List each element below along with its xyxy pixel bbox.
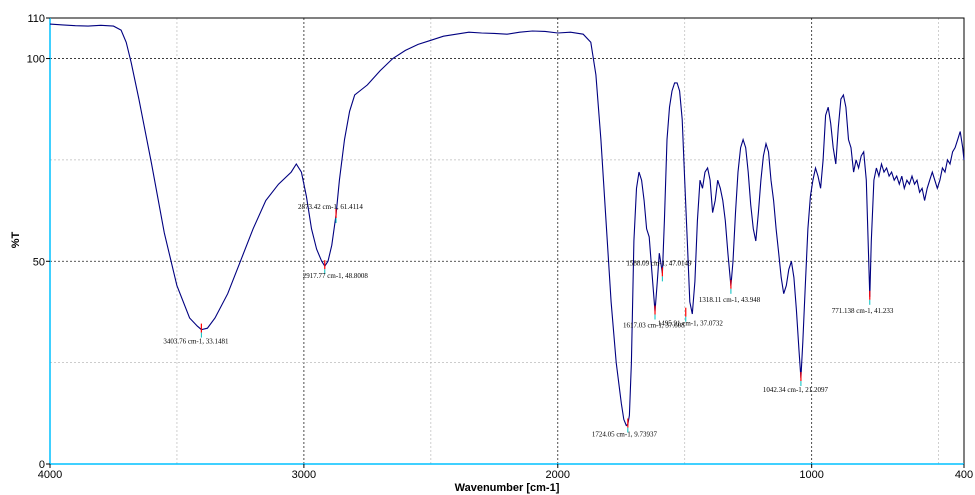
axes — [46, 17, 965, 468]
x-tick-label: 2000 — [546, 469, 570, 481]
x-tick-label: 4000 — [38, 469, 62, 481]
peak-label: 2917.77 cm-1, 48.8008 — [303, 272, 369, 280]
spectrum-line — [49, 23, 965, 427]
y-tick-label: 110 — [27, 13, 45, 25]
x-tick-labels: 4000 3000 2000 1000 400 — [38, 469, 973, 481]
y-tick-label: 0 — [39, 459, 45, 471]
peak-label: 1617.03 cm-1, 37.608 — [623, 322, 685, 330]
peak-label: 2873.42 cm-1, 61.4114 — [298, 203, 363, 211]
peak-label: 1588.09 cm-1, 47.0149 — [626, 259, 692, 267]
peak-label: 3403.76 cm-1, 33.1481 — [163, 338, 229, 346]
peak-label: 771.138 cm-1, 41.233 — [832, 307, 894, 315]
x-axis-label: Wavenumber [cm-1] — [455, 482, 560, 494]
grid — [50, 18, 964, 464]
peak-label: 1724.05 cm-1, 9.73937 — [592, 431, 658, 439]
x-tick-label: 400 — [955, 469, 973, 481]
y-tick-label: 50 — [33, 256, 45, 268]
plot-frame — [49, 17, 965, 465]
peak-label: 1042.34 cm-1, 21.2097 — [763, 386, 829, 394]
y-axis-label: %T — [10, 231, 22, 248]
y-tick-label: 100 — [27, 54, 45, 66]
peak-label: 1495.91 cm-1, 37.0732 — [658, 320, 724, 328]
x-tick-label: 1000 — [799, 469, 823, 481]
peak-annotations: 3403.76 cm-1, 33.1481 2917.77 cm-1, 48.80… — [163, 203, 894, 439]
peak-label: 1318.11 cm-1, 43.948 — [699, 296, 761, 304]
y-tick-labels: 0 50 100 110 — [27, 13, 45, 471]
x-tick-label: 3000 — [292, 469, 316, 481]
